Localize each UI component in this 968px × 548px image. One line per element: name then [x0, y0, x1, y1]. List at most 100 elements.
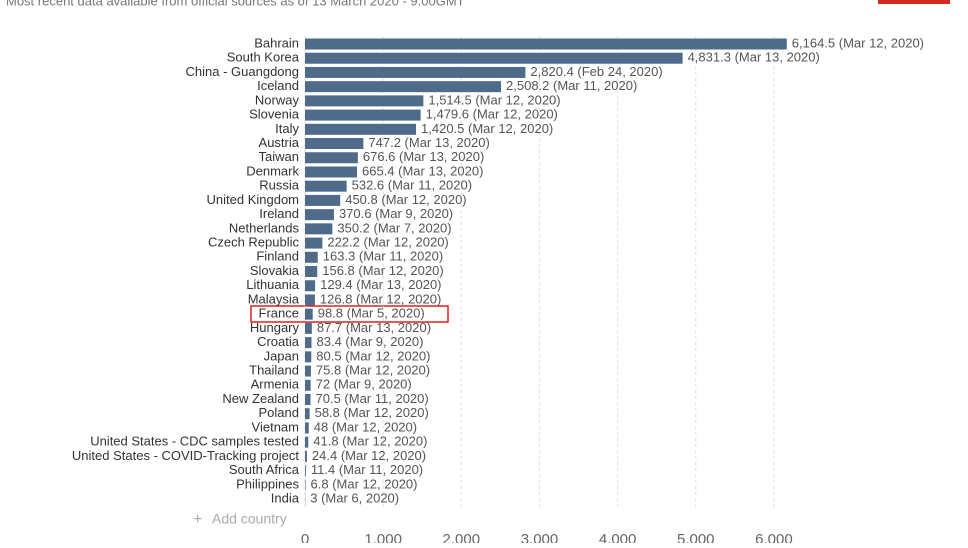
- value-label: 747.2 (Mar 13, 2020): [368, 135, 489, 150]
- bar: [305, 252, 318, 263]
- y-tick-label: Poland: [259, 405, 299, 420]
- value-label: 41.8 (Mar 12, 2020): [313, 434, 427, 449]
- bar: [305, 53, 683, 64]
- value-label: 163.3 (Mar 11, 2020): [323, 249, 443, 264]
- bar: [305, 238, 322, 249]
- y-tick-label: Denmark: [246, 163, 299, 178]
- value-label: 70.5 (Mar 11, 2020): [316, 391, 429, 406]
- bar: [305, 166, 357, 177]
- y-tick-label: Russia: [259, 178, 300, 193]
- bar: [305, 223, 332, 234]
- x-tick-label: 0: [301, 531, 309, 543]
- value-label: 1,420.5 (Mar 12, 2020): [421, 121, 553, 136]
- y-tick-label: Austria: [259, 135, 300, 150]
- y-tick-label: Finland: [256, 249, 299, 264]
- value-label: 48 (Mar 12, 2020): [314, 419, 417, 434]
- bar: [305, 437, 308, 448]
- x-tick-label: 1,000: [364, 531, 402, 543]
- bar: [305, 266, 317, 277]
- value-label: 532.6 (Mar 11, 2020): [352, 178, 472, 193]
- value-label: 2,508.2 (Mar 11, 2020): [506, 78, 637, 93]
- value-label: 129.4 (Mar 13, 2020): [320, 277, 441, 292]
- value-label: 83.4 (Mar 9, 2020): [317, 334, 424, 349]
- value-label: 87.7 (Mar 13, 2020): [317, 320, 431, 335]
- value-label: 4,831.3 (Mar 13, 2020): [688, 50, 820, 65]
- value-label: 450.8 (Mar 12, 2020): [345, 192, 466, 207]
- value-label: 72 (Mar 9, 2020): [316, 377, 412, 392]
- value-label: 24.4 (Mar 12, 2020): [312, 448, 426, 463]
- bar: [305, 309, 313, 320]
- value-label: 1,479.6 (Mar 12, 2020): [426, 107, 558, 122]
- bar: [305, 138, 363, 149]
- bar: [305, 351, 311, 362]
- bar: [305, 124, 416, 135]
- y-tick-label: Lithuania: [246, 277, 300, 292]
- y-tick-label: Ireland: [259, 206, 299, 221]
- y-tick-label: Croatia: [257, 334, 300, 349]
- y-tick-label: China - Guangdong: [186, 64, 299, 79]
- bar: [305, 465, 306, 476]
- bar: [305, 451, 307, 462]
- x-tick-label: 2,000: [443, 531, 481, 543]
- y-tick-label: Philippines: [236, 476, 299, 491]
- bar: [305, 95, 423, 106]
- value-label: 665.4 (Mar 13, 2020): [362, 163, 483, 178]
- x-tick-label: 6,000: [755, 531, 793, 543]
- bar: [305, 380, 311, 391]
- bar: [305, 67, 525, 78]
- value-label: 676.6 (Mar 13, 2020): [363, 149, 484, 164]
- y-tick-label: Czech Republic: [208, 235, 300, 250]
- bar: [305, 366, 311, 377]
- y-tick-label: South Korea: [227, 50, 300, 65]
- bar: [305, 294, 315, 305]
- value-label: 156.8 (Mar 12, 2020): [322, 263, 443, 278]
- x-tick-label: 5,000: [677, 531, 715, 543]
- y-tick-label: Netherlands: [229, 220, 300, 235]
- value-label: 126.8 (Mar 12, 2020): [320, 291, 441, 306]
- chart-subtitle: Most recent data available from official…: [6, 0, 465, 8]
- y-tick-label: Iceland: [257, 78, 299, 93]
- y-tick-label: Armenia: [251, 377, 300, 392]
- y-tick-label: Thailand: [249, 362, 299, 377]
- value-label: 6.8 (Mar 12, 2020): [311, 476, 418, 491]
- add-country-button[interactable]: + Add country: [193, 511, 287, 529]
- value-label: 370.6 (Mar 9, 2020): [339, 206, 453, 221]
- y-tick-label: South Africa: [229, 462, 300, 477]
- y-tick-label: India: [271, 490, 300, 505]
- menu-button[interactable]: [878, 0, 950, 4]
- y-tick-label: France: [259, 306, 299, 321]
- bar: [305, 209, 334, 220]
- value-label: 1,514.5 (Mar 12, 2020): [428, 92, 560, 107]
- bar: [305, 408, 310, 419]
- bar: [305, 280, 315, 291]
- value-label: 11.4 (Mar 11, 2020): [311, 462, 423, 477]
- bar: [305, 81, 501, 92]
- y-tick-label: United States - COVID-Tracking project: [72, 448, 299, 463]
- y-tick-label: United Kingdom: [207, 192, 300, 207]
- bar: [305, 337, 312, 348]
- value-label: 80.5 (Mar 12, 2020): [316, 348, 430, 363]
- value-label: 3 (Mar 6, 2020): [310, 490, 399, 505]
- y-tick-label: Hungary: [250, 320, 300, 335]
- x-tick-label: 3,000: [521, 531, 559, 543]
- plus-icon: +: [193, 511, 202, 528]
- bar: [305, 152, 358, 163]
- value-label: 98.8 (Mar 5, 2020): [318, 306, 425, 321]
- bar: [305, 39, 787, 50]
- y-tick-label: Vietnam: [252, 419, 299, 434]
- y-tick-label: Japan: [264, 348, 299, 363]
- value-label: 75.8 (Mar 12, 2020): [316, 362, 430, 377]
- y-tick-label: Taiwan: [259, 149, 299, 164]
- value-label: 350.2 (Mar 7, 2020): [337, 220, 451, 235]
- value-label: 222.2 (Mar 12, 2020): [327, 235, 448, 250]
- bar: [305, 479, 306, 490]
- add-country-label[interactable]: Add country: [212, 511, 287, 527]
- y-tick-label: Malaysia: [248, 291, 300, 306]
- bar: [305, 181, 347, 192]
- value-label: 6,164.5 (Mar 12, 2020): [792, 35, 924, 50]
- y-tick-label: Italy: [275, 121, 299, 136]
- y-tick-label: Slovenia: [249, 107, 300, 122]
- bar: [305, 394, 311, 405]
- bar: [305, 195, 340, 206]
